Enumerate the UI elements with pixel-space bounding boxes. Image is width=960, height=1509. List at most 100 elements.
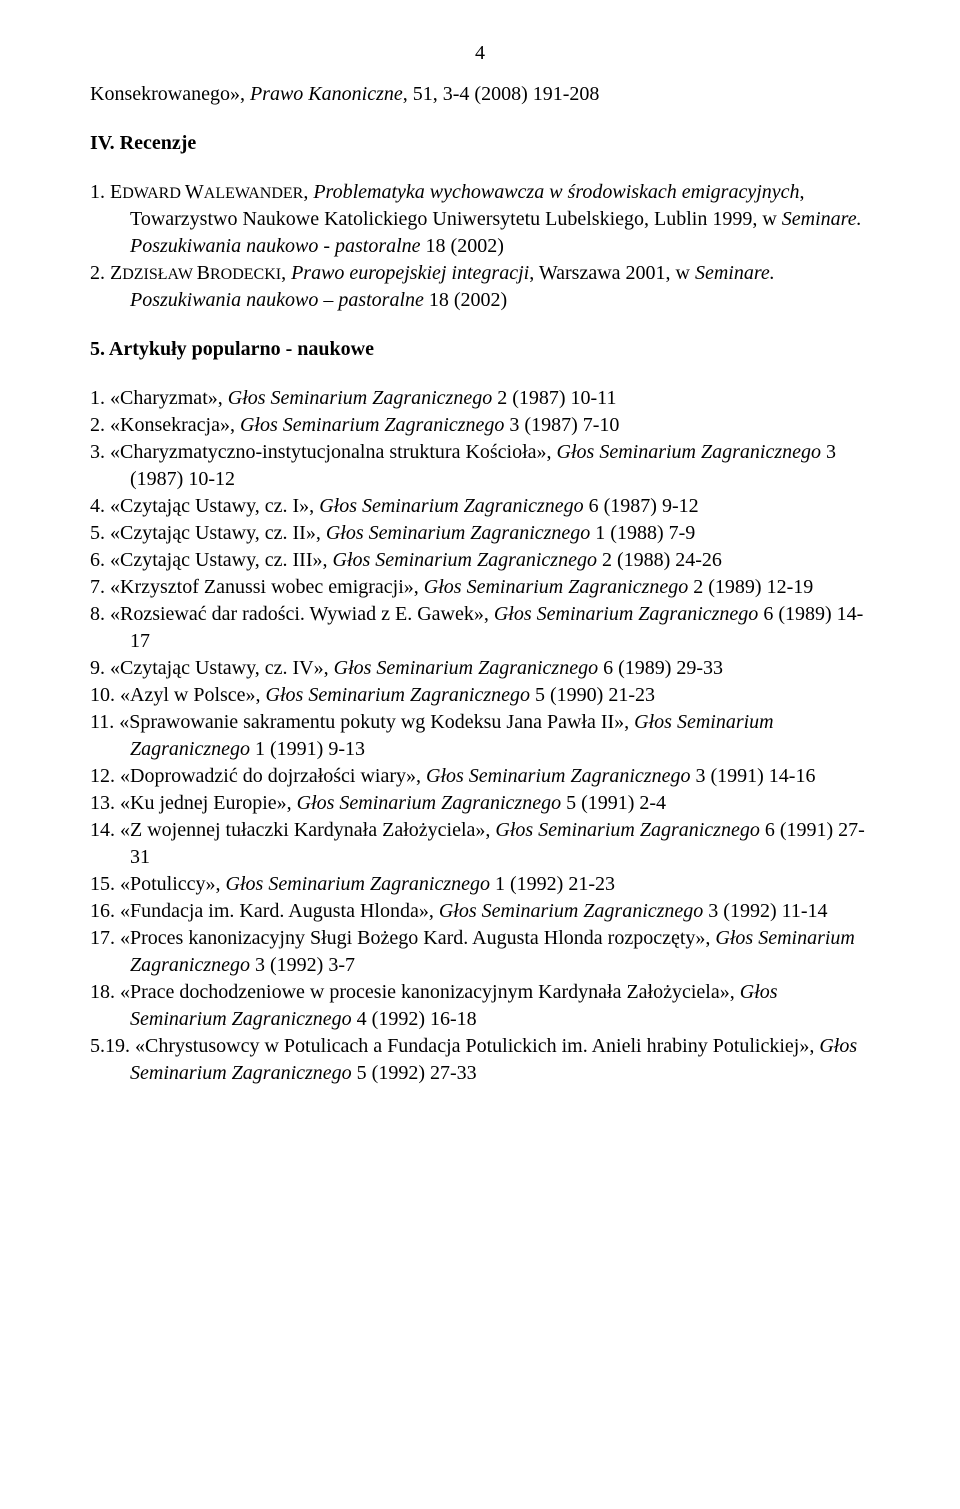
- journal-title: Głos Seminarium Zagranicznego: [226, 873, 495, 895]
- article-item: 14. «Z wojennej tułaczki Kardynała Założ…: [90, 817, 870, 871]
- item-number: 4.: [90, 495, 110, 517]
- article-item: 18. «Prace dochodzeniowe w procesie kano…: [90, 979, 870, 1033]
- item-number: 13.: [90, 792, 120, 814]
- author-part: B: [197, 262, 210, 284]
- article-title: «Krzysztof Zanussi wobec emigracji»,: [110, 576, 424, 598]
- article-title: «Konsekracja»,: [110, 414, 240, 436]
- author-part: E: [110, 181, 122, 203]
- journal-title: Głos Seminarium Zagranicznego: [297, 792, 566, 814]
- item-number: 3.: [90, 441, 110, 463]
- article-title: «Rozsiewać dar radości. Wywiad z E. Gawe…: [110, 603, 494, 625]
- issue-info: 1 (1991) 9-13: [255, 738, 365, 760]
- issue-info: 3 (1992) 3-7: [255, 954, 355, 976]
- item-number: 2.: [90, 262, 110, 284]
- item-number: 5.19.: [90, 1035, 135, 1057]
- article-title: «Sprawowanie sakramentu pokuty wg Kodeks…: [119, 711, 634, 733]
- sep: ,: [281, 262, 291, 284]
- article-item: 7. «Krzysztof Zanussi wobec emigracji», …: [90, 574, 870, 601]
- issue-info: 2 (1989) 12-19: [688, 576, 813, 598]
- issue-info: 5 (1991) 2-4: [566, 792, 666, 814]
- item-number: 11.: [90, 711, 119, 733]
- author-part: ALEWANDER: [204, 185, 304, 202]
- continuation-post: , 51, 3-4 (2008) 191-208: [403, 83, 600, 105]
- continuation-journal: Prawo Kanoniczne: [250, 83, 403, 105]
- article-item: 5. «Czytając Ustawy, cz. II», Głos Semin…: [90, 520, 870, 547]
- article-title: «Z wojennej tułaczki Kardynała Założycie…: [120, 819, 495, 841]
- journal-title: Głos Seminarium Zagranicznego: [333, 549, 602, 571]
- issue-info: 2 (1988) 24-26: [602, 549, 722, 571]
- article-item: 12. «Doprowadzić do dojrzałości wiary», …: [90, 763, 870, 790]
- article-item: 11. «Sprawowanie sakramentu pokuty wg Ko…: [90, 709, 870, 763]
- journal-title: Głos Seminarium Zagranicznego: [319, 495, 588, 517]
- item-number: 17.: [90, 927, 120, 949]
- article-item: 15. «Potuliccy», Głos Seminarium Zagrani…: [90, 871, 870, 898]
- issue-info: 2 (1987) 10-11: [497, 387, 616, 409]
- section-heading-reviews: IV. Recenzje: [90, 130, 870, 157]
- article-item: 3. «Charyzmatyczno-instytucjonalna struk…: [90, 439, 870, 493]
- item-number: 9.: [90, 657, 110, 679]
- article-item: 5.19. «Chrystusowcy w Potulicach a Funda…: [90, 1033, 870, 1087]
- item-number: 18.: [90, 981, 120, 1003]
- article-title: «Doprowadzić do dojrzałości wiary»,: [120, 765, 426, 787]
- article-title: «Potuliccy»,: [120, 873, 226, 895]
- continuation-pre: Konsekrowanego»,: [90, 83, 250, 105]
- article-item: 4. «Czytając Ustawy, cz. I», Głos Semina…: [90, 493, 870, 520]
- pub-info: , Warszawa 2001, w: [529, 262, 695, 284]
- journal-title: Głos Seminarium Zagranicznego: [426, 765, 690, 787]
- articles-list: 1. «Charyzmat», Głos Seminarium Zagranic…: [90, 385, 870, 1087]
- journal-title: Głos Seminarium Zagranicznego: [334, 657, 603, 679]
- issue-info: 18 (2002): [424, 289, 507, 311]
- article-title: «Fundacja im. Kard. Augusta Hlonda»,: [120, 900, 439, 922]
- article-title: «Charyzmatyczno-instytucjonalna struktur…: [110, 441, 557, 463]
- review-item: 2. ZDZISŁAW BRODECKI, Prawo europejskiej…: [90, 260, 870, 314]
- item-number: 12.: [90, 765, 120, 787]
- article-title: «Charyzmat»,: [110, 387, 228, 409]
- document-page: 4 Konsekrowanego», Prawo Kanoniczne, 51,…: [0, 0, 960, 1147]
- sep: ,: [303, 181, 313, 203]
- item-number: 1.: [90, 181, 110, 203]
- article-title: «Czytając Ustawy, cz. II»,: [110, 522, 326, 544]
- author-part: W: [185, 181, 204, 203]
- item-number: 6.: [90, 549, 110, 571]
- issue-info: 6 (1989) 29-33: [603, 657, 723, 679]
- journal-title: Głos Seminarium Zagranicznego: [557, 441, 826, 463]
- article-item: 9. «Czytając Ustawy, cz. IV», Głos Semin…: [90, 655, 870, 682]
- article-item: 8. «Rozsiewać dar radości. Wywiad z E. G…: [90, 601, 870, 655]
- issue-info: 6 (1987) 9-12: [589, 495, 699, 517]
- article-item: 6. «Czytając Ustawy, cz. III», Głos Semi…: [90, 547, 870, 574]
- article-title: «Chrystusowcy w Potulicach a Fundacja Po…: [135, 1035, 819, 1057]
- issue-info: 3 (1992) 11-14: [703, 900, 827, 922]
- article-title: «Azyl w Polsce»,: [120, 684, 266, 706]
- journal-title: Głos Seminarium Zagranicznego: [266, 684, 530, 706]
- article-item: 1. «Charyzmat», Głos Seminarium Zagranic…: [90, 385, 870, 412]
- issue-info: 1 (1988) 7-9: [590, 522, 695, 544]
- item-number: 2.: [90, 414, 110, 436]
- journal-title: Głos Seminarium Zagranicznego: [494, 603, 763, 625]
- article-item: 17. «Proces kanonizacyjny Sługi Bożego K…: [90, 925, 870, 979]
- review-item: 1. EDWARD WALEWANDER, Problematyka wycho…: [90, 179, 870, 260]
- article-title: «Prace dochodzeniowe w procesie kanoniza…: [120, 981, 740, 1003]
- item-number: 5.: [90, 522, 110, 544]
- article-item: 16. «Fundacja im. Kard. Augusta Hlonda»,…: [90, 898, 870, 925]
- item-number: 14.: [90, 819, 120, 841]
- author-part: DZISŁAW: [122, 266, 196, 283]
- issue-info: 3 (1987) 7-10: [509, 414, 619, 436]
- work-title: Problematyka wychowawcza w środowiskach …: [313, 181, 799, 203]
- journal-title: Głos Seminarium Zagranicznego: [495, 819, 764, 841]
- issue-info: 18 (2002): [421, 235, 504, 257]
- item-number: 15.: [90, 873, 120, 895]
- journal-title: Głos Seminarium Zagranicznego: [439, 900, 703, 922]
- article-item: 10. «Azyl w Polsce», Głos Seminarium Zag…: [90, 682, 870, 709]
- work-title: Prawo europejskiej integracji: [291, 262, 529, 284]
- issue-info: 3 (1991) 14-16: [690, 765, 815, 787]
- journal-title: Głos Seminarium Zagranicznego: [228, 387, 497, 409]
- section-heading-articles: 5. Artykuły popularno - naukowe: [90, 336, 870, 363]
- article-item: 13. «Ku jednej Europie», Głos Seminarium…: [90, 790, 870, 817]
- item-number: 7.: [90, 576, 110, 598]
- item-number: 16.: [90, 900, 120, 922]
- author-part: Z: [110, 262, 122, 284]
- continuation-line: Konsekrowanego», Prawo Kanoniczne, 51, 3…: [90, 81, 870, 108]
- item-number: 10.: [90, 684, 120, 706]
- article-title: «Czytając Ustawy, cz. IV»,: [110, 657, 334, 679]
- article-title: «Czytając Ustawy, cz. I»,: [110, 495, 319, 517]
